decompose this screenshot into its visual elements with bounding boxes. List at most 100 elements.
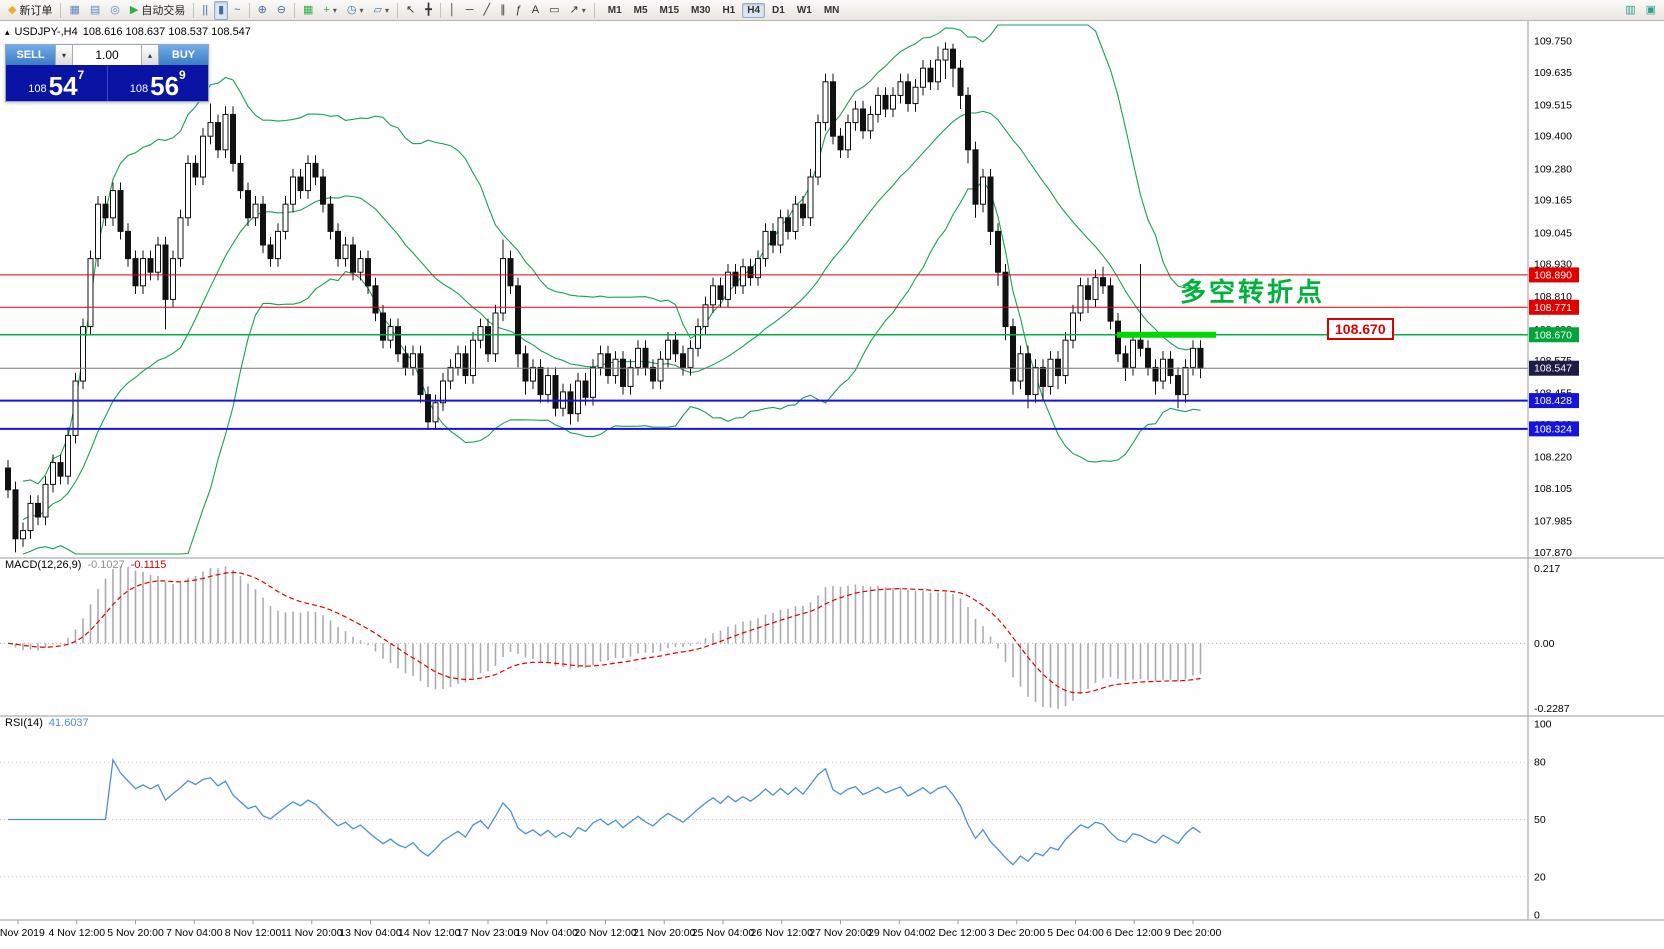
svg-text:19 Nov 04:00: 19 Nov 04:00 (516, 927, 579, 939)
market-watch-icon-button[interactable]: ▦ (65, 1, 83, 20)
channel-icon-button[interactable]: ∥ (496, 1, 510, 20)
svg-text:20 Nov 12:00: 20 Nov 12:00 (574, 927, 637, 939)
candles-chart-icon-button[interactable]: ▮ (214, 0, 229, 20)
symbol-bar: ▴ USDJPY-,H4 108.616 108.637 108.537 108… (5, 26, 251, 38)
svg-text:108.220: 108.220 (1534, 452, 1572, 464)
svg-text:108.771: 108.771 (1534, 302, 1572, 314)
svg-text:0.217: 0.217 (1534, 563, 1560, 575)
svg-text:5 Nov 20:00: 5 Nov 20:00 (107, 927, 164, 939)
text-icon: A (531, 3, 540, 16)
auto-trading-button-label: 自动交易 (141, 5, 186, 17)
chart-area: 109.750 109.635 109.515 109.400 109.280 109.1… (0, 21, 1664, 949)
templates-icon-button[interactable]: ▱ ▾ (370, 1, 393, 20)
macd-title: MACD(12,26,9) -0.1027 -0.1115 (5, 559, 166, 571)
svg-text:29 Nov 04:00: 29 Nov 04:00 (868, 927, 931, 939)
new-order-button[interactable]: ◆ 新订单 (4, 1, 56, 20)
tile-windows-icon-button[interactable]: ▦ (299, 1, 317, 20)
svg-text:109.165: 109.165 (1534, 195, 1572, 207)
cursor-icon-button[interactable]: ↖ (402, 1, 419, 20)
buy-price-prefix: 108 (129, 82, 149, 95)
turning-point-annotation[interactable]: 多空转折点 (1180, 277, 1326, 307)
text-icon-button[interactable]: A (528, 1, 543, 20)
zoom-in-icon: ⊕ (257, 3, 267, 16)
svg-text:107.870: 107.870 (1534, 547, 1572, 559)
svg-text:108.547: 108.547 (1534, 363, 1572, 375)
trendline-icon-button[interactable]: ╱ (480, 1, 495, 20)
buy-price-sup: 9 (179, 68, 186, 82)
toolbar-right: ▥ ▣ (1620, 0, 1661, 20)
chart-canvas[interactable]: 109.750 109.635 109.515 109.400 109.280 109.1… (0, 21, 1664, 949)
channel-icon: ∥ (500, 3, 506, 16)
svg-text:9 Dec 20:00: 9 Dec 20:00 (1165, 927, 1222, 939)
macd-main-value: -0.1027 (87, 559, 125, 571)
sell-price-display[interactable]: 108 54 7 (6, 65, 108, 101)
one-click-collapse-button[interactable]: ▴ (5, 26, 10, 37)
timeframe-m5-button[interactable]: M5 (633, 4, 648, 16)
vertical-line-icon: │ (448, 3, 456, 16)
timeframe-h4-button[interactable]: H4 (742, 2, 766, 18)
bars-chart-icon-button[interactable]: || (198, 1, 212, 20)
volume-input[interactable]: 1.00 (73, 45, 141, 65)
indicators-icon: + (323, 3, 330, 16)
timeframe-m30-button[interactable]: M30 (691, 4, 711, 16)
timeframe-m15-button[interactable]: M15 (659, 4, 679, 16)
timeframe-h1-button[interactable]: H1 (722, 4, 736, 16)
svg-text:108.670: 108.670 (1534, 329, 1572, 341)
chevron-down-icon: ▾ (384, 5, 389, 15)
rsi-title: RSI(14) 41.6037 (5, 717, 89, 729)
data-window-icon-button[interactable]: ▤ (86, 1, 104, 20)
svg-text:17 Nov 23:00: 17 Nov 23:00 (457, 927, 520, 939)
toolbar-separator (60, 2, 62, 18)
navigator-icon-button[interactable]: ◎ (106, 1, 124, 20)
crosshair-icon-button[interactable]: ╋ (421, 1, 436, 20)
toolbar-separator (294, 2, 296, 18)
svg-text:100: 100 (1534, 719, 1552, 731)
toolbar-separator (248, 2, 250, 18)
chevron-down-icon: ▾ (332, 5, 337, 15)
sell-button[interactable]: SELL (6, 45, 55, 65)
label-icon-button[interactable]: ▭ (545, 1, 563, 20)
buy-button[interactable]: BUY (159, 45, 208, 65)
arrows-icon-button[interactable]: ↗ ▾ (566, 1, 590, 20)
periods-icon-button[interactable]: ◷ ▾ (343, 1, 368, 20)
volume-down-button[interactable]: ▾ (55, 45, 73, 65)
toolbar-separator (593, 2, 595, 18)
auto-trading-button[interactable]: ▶ 自动交易 (126, 1, 189, 20)
line-chart-icon: ~ (234, 3, 241, 16)
buy-price-display[interactable]: 108 56 9 (108, 65, 209, 101)
horizontal-line-icon: ─ (465, 3, 474, 16)
horizontal-line-icon-button[interactable]: ─ (462, 1, 478, 20)
fibonacci-icon-button[interactable]: ƒ (512, 1, 526, 20)
timeframe-m1-button[interactable]: M1 (607, 4, 622, 16)
svg-text:109.515: 109.515 (1534, 99, 1572, 111)
symbol-period-label: USDJPY-,H4 (14, 26, 78, 38)
timeframe-d1-button[interactable]: D1 (772, 4, 785, 16)
timeframe-mn-button[interactable]: MN (823, 4, 840, 16)
timeframe-buttons: M1 M5 M15 M30 H1 H4 D1 W1 MN (602, 0, 846, 20)
toolbar-separator (439, 2, 441, 18)
toolbar-separator (396, 2, 398, 18)
svg-text:8 Nov 12:00: 8 Nov 12:00 (225, 927, 282, 939)
templates-icon: ▱ (373, 3, 382, 16)
svg-text:0.00: 0.00 (1534, 638, 1555, 650)
svg-text:14 Nov 12:00: 14 Nov 12:00 (398, 927, 461, 939)
bars-chart-icon: || (202, 3, 209, 16)
timeframe-w1-button[interactable]: W1 (796, 4, 812, 16)
zoom-in-icon-button[interactable]: ⊕ (254, 1, 271, 20)
line-chart-icon-button[interactable]: ~ (230, 1, 244, 20)
svg-text:13 Nov 04:00: 13 Nov 04:00 (339, 927, 402, 939)
price-label-box[interactable]: 108.670 (1327, 318, 1394, 340)
sell-price-prefix: 108 (28, 82, 47, 95)
volume-up-button[interactable]: ▴ (141, 45, 159, 65)
svg-text:-0.2287: -0.2287 (1534, 703, 1570, 715)
chart-shift-icon-button[interactable]: ▥ (1621, 1, 1639, 20)
new-order-icon: ◆ (8, 3, 17, 16)
svg-text:109.750: 109.750 (1534, 36, 1572, 48)
tile-windows-icon: ▦ (303, 3, 314, 16)
indicators-icon-button[interactable]: + ▾ (319, 1, 340, 20)
zoom-out-icon-button[interactable]: ⊖ (273, 1, 290, 20)
toolbar-separator (193, 2, 195, 18)
auto-scroll-icon-button[interactable]: ▣ (1642, 1, 1660, 20)
trendline-icon: ╱ (483, 3, 491, 16)
vertical-line-icon-button[interactable]: │ (445, 1, 460, 20)
